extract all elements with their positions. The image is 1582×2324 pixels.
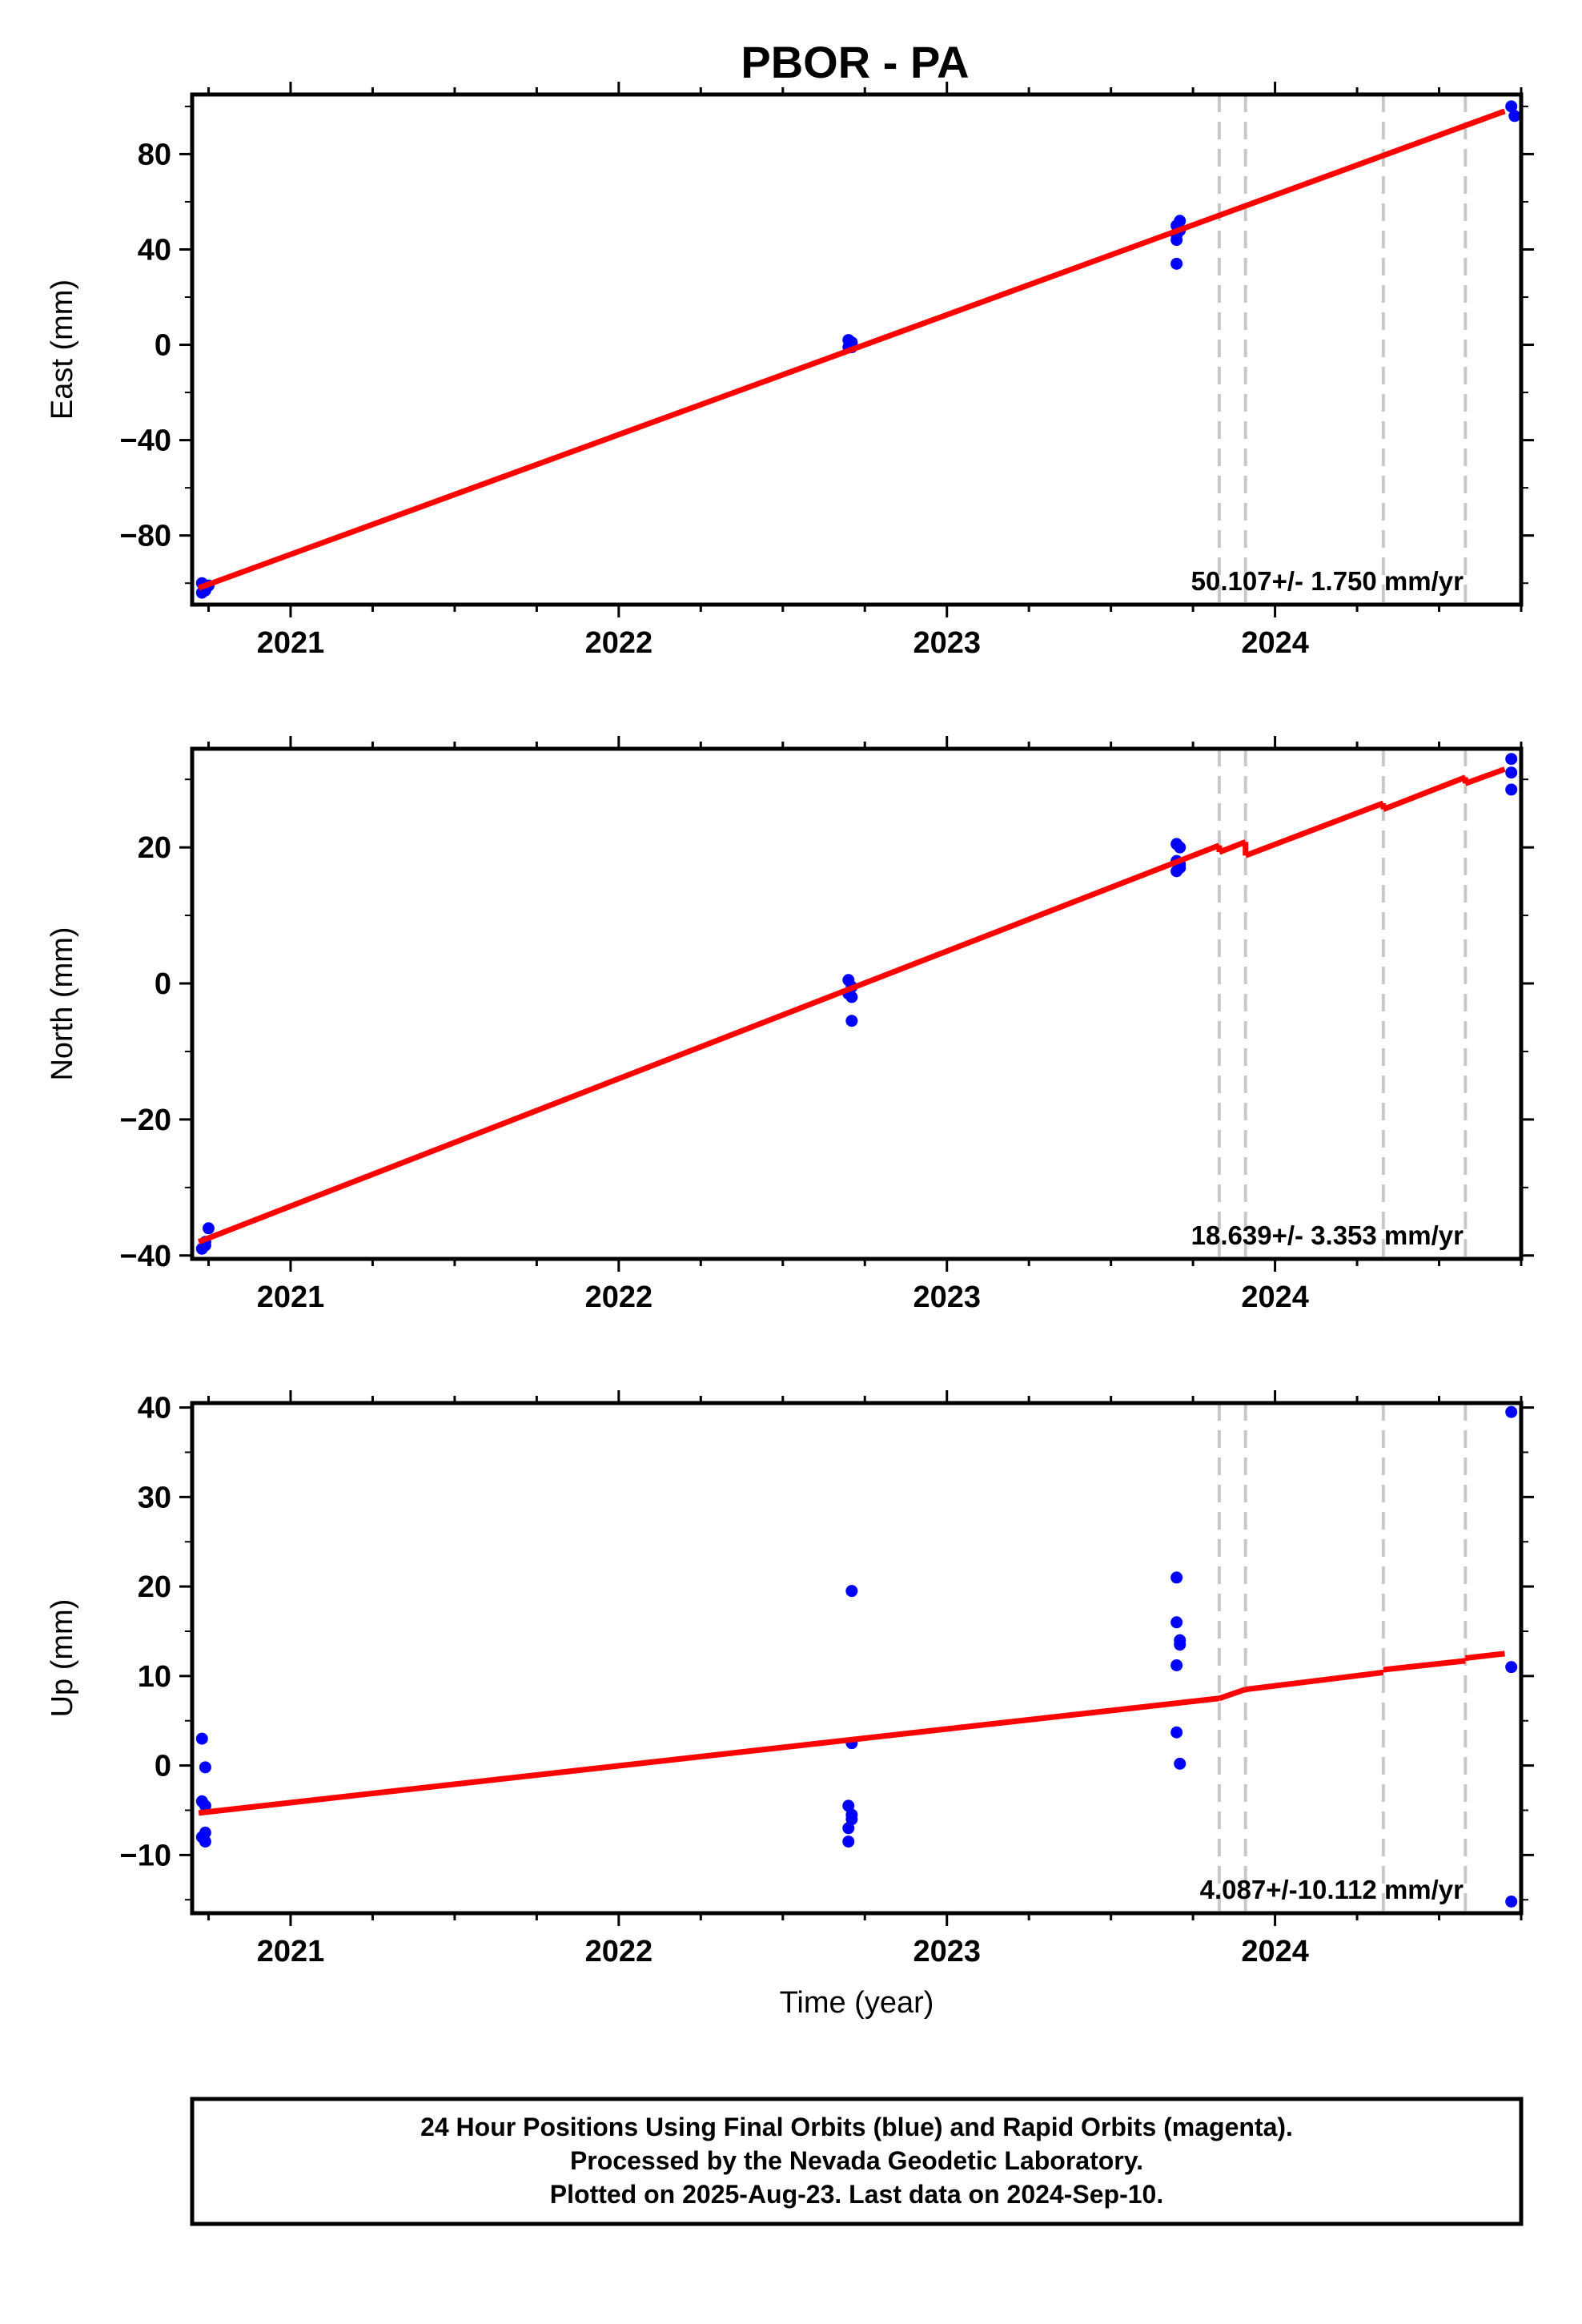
footer-line-2: Processed by the Nevada Geodetic Laborat… (570, 2146, 1143, 2175)
x-tick-label: 2022 (585, 1935, 653, 1968)
y-tick-label: −40 (120, 1240, 171, 1273)
data-point (1505, 1895, 1518, 1908)
y-axis-label: North (mm) (46, 927, 79, 1080)
fit-line (197, 842, 1221, 1245)
data-point (845, 1015, 858, 1027)
fit-line (198, 1695, 1220, 1816)
fit-line (1382, 774, 1467, 812)
rate-annotation: 50.107+/- 1.750 mm/yr (1191, 566, 1464, 596)
y-tick-label: 80 (138, 138, 171, 171)
y-axis-label: Up (mm) (46, 1599, 79, 1718)
x-tick-label: 2024 (1241, 1935, 1309, 1968)
data-point (842, 1822, 855, 1835)
y-tick-label: 40 (138, 233, 171, 267)
x-tick-label: 2022 (585, 1281, 653, 1314)
data-point (1505, 100, 1518, 113)
x-tick-label: 2022 (585, 626, 653, 660)
x-tick-label: 2024 (1241, 626, 1309, 660)
data-point (1174, 841, 1186, 854)
up-panel: 2021 2022 2023 2024 −10 0 10 20 30 40 Up (mm) Time … (46, 1390, 1534, 2020)
x-tick-label: 2021 (257, 626, 325, 660)
y-tick-label: 0 (155, 329, 171, 363)
north-panel: 2021 2022 2023 2024 −40 −20 0 20 North (mm) 18.63… (46, 736, 1534, 1314)
fit-line (1245, 1669, 1384, 1693)
x-tick-label: 2021 (257, 1935, 325, 1968)
data-point (1170, 1659, 1183, 1671)
data-point (1170, 1616, 1183, 1629)
chart-title: PBOR - PA (741, 37, 969, 87)
y-axis-label: East (mm) (46, 279, 79, 420)
y-tick-label: 30 (138, 1481, 171, 1514)
y-tick-label: 0 (155, 1750, 171, 1783)
x-tick-label: 2024 (1241, 1281, 1309, 1314)
x-axis-label: Time (year) (780, 1986, 934, 2020)
data-point (1174, 1638, 1186, 1651)
rate-annotation: 18.639+/- 3.353 mm/yr (1191, 1220, 1464, 1250)
plot-frame (190, 92, 1524, 607)
y-tick-label: −20 (120, 1104, 171, 1137)
data-point (199, 1835, 211, 1848)
fit-line (1244, 800, 1385, 858)
east-panel: 2021 2022 2023 2024 −80 −40 0 40 80 East (mm) 50.1… (46, 82, 1534, 660)
data-point (1508, 110, 1521, 123)
y-tick-label: 20 (138, 831, 171, 865)
fit-line (1464, 766, 1506, 786)
data-point (1170, 234, 1183, 247)
fit-line (1218, 839, 1247, 855)
data-point (1505, 1405, 1518, 1418)
data-point (1170, 257, 1183, 270)
data-point (1174, 215, 1186, 227)
data-point (1505, 766, 1518, 779)
data-point (842, 1835, 855, 1848)
y-tick-label: 20 (138, 1570, 171, 1604)
footer-line-1: 24 Hour Positions Using Final Orbits (bl… (420, 2113, 1293, 2141)
data-point (845, 991, 858, 1003)
fit-line-offset (1218, 1687, 1247, 1702)
data-point (199, 1761, 211, 1774)
data-point (845, 1808, 858, 1821)
data-point (199, 1799, 211, 1812)
data-point (845, 1585, 858, 1598)
y-tick-label: 0 (155, 967, 171, 1001)
fit-line (1464, 1651, 1505, 1661)
data-point (1170, 1726, 1183, 1739)
x-tick-label: 2023 (913, 1935, 981, 1968)
data-point (202, 1222, 215, 1235)
plot-frame (190, 1401, 1524, 1916)
rate-annotation: 4.087+/-10.112 mm/yr (1200, 1875, 1464, 1904)
x-tick-label: 2023 (913, 1281, 981, 1314)
y-tick-label: 40 (138, 1392, 171, 1425)
footer-box: 24 Hour Positions Using Final Orbits (bl… (190, 2097, 1524, 2226)
data-point (1174, 1757, 1186, 1770)
footer-line-3: Plotted on 2025-Aug-23. Last data on 202… (550, 2180, 1163, 2209)
x-tick-label: 2021 (257, 1281, 325, 1314)
data-point (1505, 1661, 1518, 1674)
data-point (1170, 1571, 1183, 1584)
plot-frame (190, 746, 1524, 1261)
fit-line (197, 108, 1506, 591)
x-tick-label: 2023 (913, 626, 981, 660)
y-tick-label: −40 (120, 424, 171, 458)
fit-line (1383, 1658, 1466, 1673)
data-point (1505, 753, 1518, 766)
data-point (1505, 783, 1518, 796)
y-tick-label: −80 (120, 520, 171, 553)
y-tick-label: −10 (120, 1839, 171, 1872)
data-point (195, 1732, 208, 1745)
y-tick-label: 10 (138, 1660, 171, 1694)
